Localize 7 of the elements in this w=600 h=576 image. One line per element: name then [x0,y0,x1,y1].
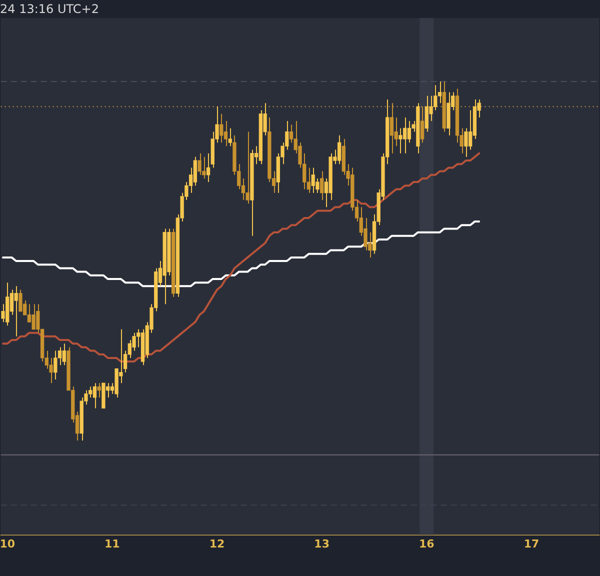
x-tick-label: 17 [524,537,540,550]
text: 24 13:16 UTC+2 [0,2,99,16]
x-tick-label: 10 [0,537,16,550]
x-tick-label: 11 [104,537,120,550]
x-tick-label: 13 [314,537,330,550]
x-tick-label: 12 [209,537,225,550]
x-tick-label: 16 [419,537,435,550]
